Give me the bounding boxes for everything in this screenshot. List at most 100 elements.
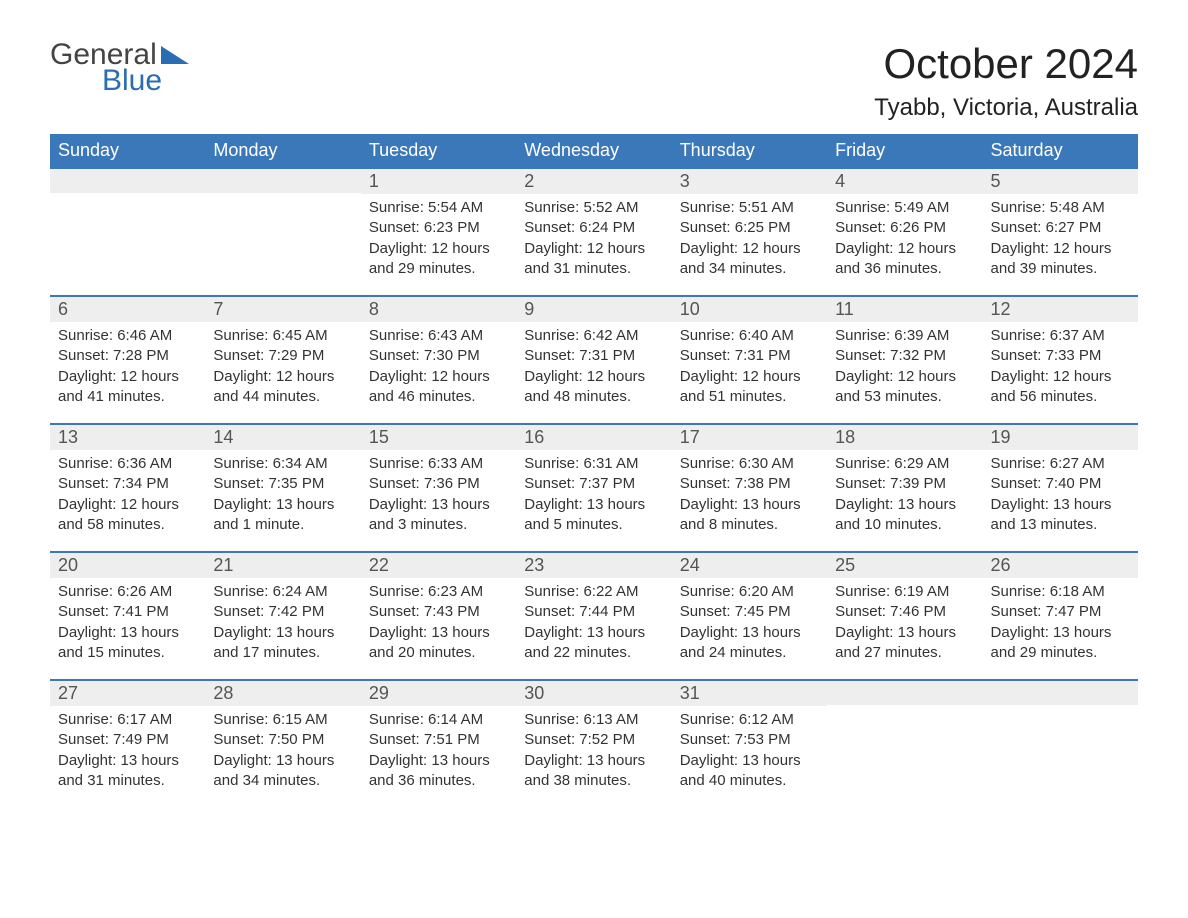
day-number: 1 [361, 167, 516, 194]
calendar-table: Sunday Monday Tuesday Wednesday Thursday… [50, 134, 1138, 807]
day-sunrise: Sunrise: 6:45 AM [213, 326, 352, 346]
day-dl2: and 13 minutes. [991, 515, 1130, 535]
day-sunset: Sunset: 7:51 PM [369, 730, 508, 750]
day-number: 9 [516, 295, 671, 322]
day-dl2: and 22 minutes. [524, 643, 663, 663]
col-monday: Monday [205, 134, 360, 167]
day-details: Sunrise: 6:46 AMSunset: 7:28 PMDaylight:… [50, 322, 205, 415]
header: General Blue October 2024 Tyabb, Victori… [50, 40, 1138, 122]
day-dl2: and 10 minutes. [835, 515, 974, 535]
day-details: Sunrise: 6:34 AMSunset: 7:35 PMDaylight:… [205, 450, 360, 543]
day-sunrise: Sunrise: 6:12 AM [680, 710, 819, 730]
day-sunset: Sunset: 7:36 PM [369, 474, 508, 494]
day-sunrise: Sunrise: 6:17 AM [58, 710, 197, 730]
day-sunrise: Sunrise: 6:46 AM [58, 326, 197, 346]
col-sunday: Sunday [50, 134, 205, 167]
empty-day [827, 679, 982, 705]
calendar-cell: 29Sunrise: 6:14 AMSunset: 7:51 PMDayligh… [361, 679, 516, 807]
title-block: October 2024 Tyabb, Victoria, Australia [874, 40, 1138, 122]
day-sunset: Sunset: 7:28 PM [58, 346, 197, 366]
day-details: Sunrise: 5:48 AMSunset: 6:27 PMDaylight:… [983, 194, 1138, 287]
day-dl2: and 3 minutes. [369, 515, 508, 535]
day-dl1: Daylight: 12 hours [835, 367, 974, 387]
day-dl2: and 8 minutes. [680, 515, 819, 535]
calendar-cell: 8Sunrise: 6:43 AMSunset: 7:30 PMDaylight… [361, 295, 516, 423]
day-dl1: Daylight: 13 hours [835, 623, 974, 643]
empty-day [983, 679, 1138, 705]
day-dl1: Daylight: 12 hours [835, 239, 974, 259]
day-details: Sunrise: 6:42 AMSunset: 7:31 PMDaylight:… [516, 322, 671, 415]
day-sunrise: Sunrise: 6:24 AM [213, 582, 352, 602]
day-sunset: Sunset: 7:50 PM [213, 730, 352, 750]
day-sunrise: Sunrise: 6:14 AM [369, 710, 508, 730]
day-details: Sunrise: 6:27 AMSunset: 7:40 PMDaylight:… [983, 450, 1138, 543]
day-number: 31 [672, 679, 827, 706]
day-dl1: Daylight: 13 hours [835, 495, 974, 515]
day-sunset: Sunset: 7:31 PM [524, 346, 663, 366]
day-number: 2 [516, 167, 671, 194]
day-dl1: Daylight: 13 hours [213, 623, 352, 643]
calendar-cell: 9Sunrise: 6:42 AMSunset: 7:31 PMDaylight… [516, 295, 671, 423]
day-details: Sunrise: 6:12 AMSunset: 7:53 PMDaylight:… [672, 706, 827, 799]
day-dl2: and 36 minutes. [369, 771, 508, 791]
calendar-cell: 28Sunrise: 6:15 AMSunset: 7:50 PMDayligh… [205, 679, 360, 807]
day-details: Sunrise: 6:18 AMSunset: 7:47 PMDaylight:… [983, 578, 1138, 671]
day-dl1: Daylight: 13 hours [213, 751, 352, 771]
day-dl1: Daylight: 13 hours [369, 495, 508, 515]
day-number: 11 [827, 295, 982, 322]
day-dl1: Daylight: 12 hours [680, 367, 819, 387]
day-dl1: Daylight: 13 hours [369, 751, 508, 771]
day-dl2: and 34 minutes. [213, 771, 352, 791]
day-number: 3 [672, 167, 827, 194]
calendar-cell: 18Sunrise: 6:29 AMSunset: 7:39 PMDayligh… [827, 423, 982, 551]
day-details: Sunrise: 6:39 AMSunset: 7:32 PMDaylight:… [827, 322, 982, 415]
location-subtitle: Tyabb, Victoria, Australia [874, 94, 1138, 122]
day-number: 17 [672, 423, 827, 450]
calendar-cell: 13Sunrise: 6:36 AMSunset: 7:34 PMDayligh… [50, 423, 205, 551]
calendar-cell: 16Sunrise: 6:31 AMSunset: 7:37 PMDayligh… [516, 423, 671, 551]
day-dl2: and 46 minutes. [369, 387, 508, 407]
calendar-cell [205, 167, 360, 295]
day-details: Sunrise: 6:14 AMSunset: 7:51 PMDaylight:… [361, 706, 516, 799]
day-dl1: Daylight: 12 hours [524, 239, 663, 259]
day-number: 6 [50, 295, 205, 322]
calendar-cell: 15Sunrise: 6:33 AMSunset: 7:36 PMDayligh… [361, 423, 516, 551]
day-number: 15 [361, 423, 516, 450]
day-sunset: Sunset: 7:32 PM [835, 346, 974, 366]
day-sunset: Sunset: 7:40 PM [991, 474, 1130, 494]
calendar-cell: 22Sunrise: 6:23 AMSunset: 7:43 PMDayligh… [361, 551, 516, 679]
day-dl2: and 39 minutes. [991, 259, 1130, 279]
day-dl2: and 24 minutes. [680, 643, 819, 663]
calendar-cell: 27Sunrise: 6:17 AMSunset: 7:49 PMDayligh… [50, 679, 205, 807]
col-friday: Friday [827, 134, 982, 167]
calendar-cell: 26Sunrise: 6:18 AMSunset: 7:47 PMDayligh… [983, 551, 1138, 679]
empty-day [50, 167, 205, 193]
day-dl2: and 5 minutes. [524, 515, 663, 535]
day-number: 14 [205, 423, 360, 450]
day-sunset: Sunset: 7:31 PM [680, 346, 819, 366]
day-sunrise: Sunrise: 6:18 AM [991, 582, 1130, 602]
calendar-cell: 23Sunrise: 6:22 AMSunset: 7:44 PMDayligh… [516, 551, 671, 679]
day-dl2: and 20 minutes. [369, 643, 508, 663]
col-wednesday: Wednesday [516, 134, 671, 167]
day-details: Sunrise: 6:29 AMSunset: 7:39 PMDaylight:… [827, 450, 982, 543]
day-dl2: and 58 minutes. [58, 515, 197, 535]
day-sunrise: Sunrise: 6:42 AM [524, 326, 663, 346]
calendar-cell: 6Sunrise: 6:46 AMSunset: 7:28 PMDaylight… [50, 295, 205, 423]
day-sunset: Sunset: 7:47 PM [991, 602, 1130, 622]
day-dl1: Daylight: 12 hours [213, 367, 352, 387]
day-dl2: and 48 minutes. [524, 387, 663, 407]
day-sunset: Sunset: 7:46 PM [835, 602, 974, 622]
day-number: 25 [827, 551, 982, 578]
day-number: 13 [50, 423, 205, 450]
day-details: Sunrise: 6:15 AMSunset: 7:50 PMDaylight:… [205, 706, 360, 799]
day-details: Sunrise: 5:52 AMSunset: 6:24 PMDaylight:… [516, 194, 671, 287]
day-details: Sunrise: 6:24 AMSunset: 7:42 PMDaylight:… [205, 578, 360, 671]
day-dl1: Daylight: 12 hours [991, 239, 1130, 259]
day-number: 23 [516, 551, 671, 578]
col-thursday: Thursday [672, 134, 827, 167]
day-sunrise: Sunrise: 6:13 AM [524, 710, 663, 730]
calendar-cell: 2Sunrise: 5:52 AMSunset: 6:24 PMDaylight… [516, 167, 671, 295]
day-number: 26 [983, 551, 1138, 578]
day-dl1: Daylight: 13 hours [213, 495, 352, 515]
